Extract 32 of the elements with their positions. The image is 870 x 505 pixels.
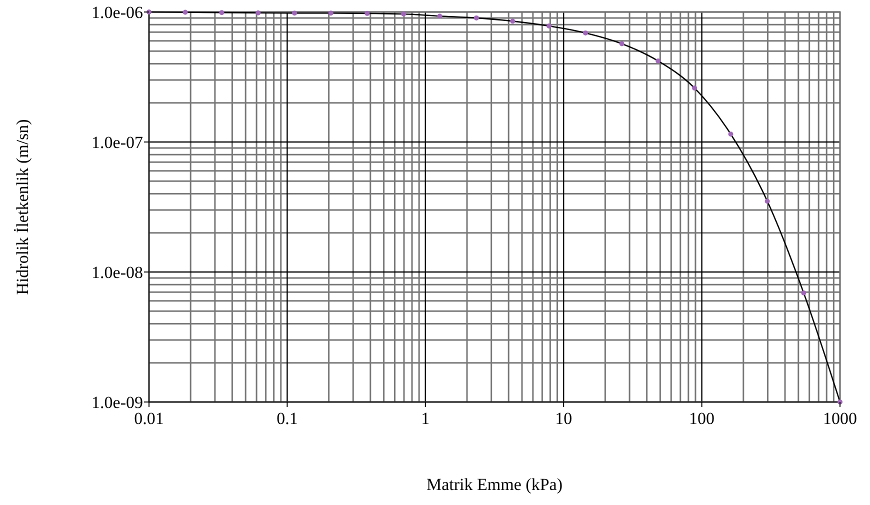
point [292, 10, 298, 16]
y-axis-title: Hidrolik İletkenlik (m/sn) [13, 119, 32, 295]
point [401, 12, 406, 17]
point [256, 10, 261, 16]
point [437, 14, 442, 19]
point [619, 41, 624, 46]
y-tick-label: 1.0e-09 [92, 393, 143, 412]
point [510, 18, 516, 24]
point [474, 15, 479, 20]
x-tick-label: 100 [689, 409, 715, 428]
x-axis-title: Matrik Emme (kPa) [426, 475, 562, 494]
point [182, 10, 188, 15]
point [364, 10, 370, 16]
point [219, 10, 224, 16]
x-tick-label: 1000 [823, 409, 857, 428]
y-tick-label: 1.0e-07 [92, 133, 144, 152]
point [801, 290, 806, 296]
x-tick-label: 0.01 [134, 409, 164, 428]
y-tick-label: 1.0e-08 [92, 263, 143, 282]
x-tick-label: 1 [421, 409, 430, 428]
point [728, 132, 734, 137]
point [582, 30, 588, 36]
x-tick-label: 10 [555, 409, 572, 428]
point [146, 10, 152, 14]
point [656, 58, 661, 64]
point [692, 86, 698, 91]
x-tick-label: 0.1 [276, 409, 298, 428]
point [546, 24, 552, 29]
y-tick-label: 1.0e-06 [92, 3, 143, 22]
point [328, 10, 334, 16]
point [764, 198, 770, 204]
point [838, 400, 842, 404]
